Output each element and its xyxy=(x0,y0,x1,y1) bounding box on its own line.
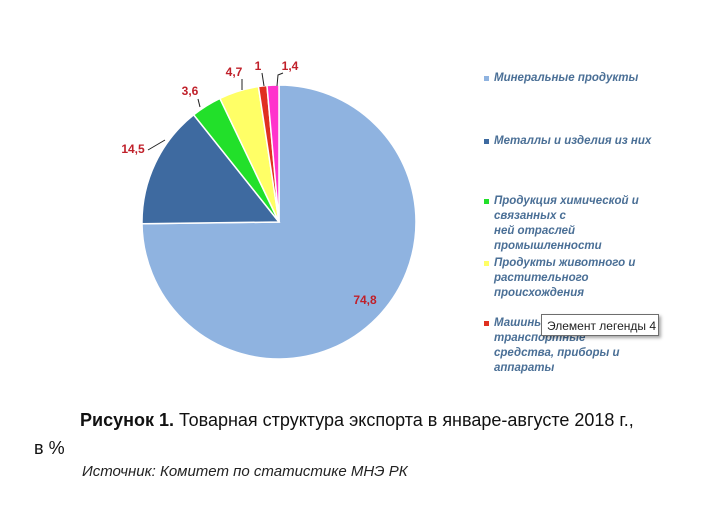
legend-tooltip: Элемент легенды 4 xyxy=(541,314,659,336)
pie-slice[interactable] xyxy=(141,113,281,225)
caption-unit: в % xyxy=(34,438,65,458)
legend-entry-text[interactable]: ней отраслей xyxy=(494,225,575,237)
legend-swatch xyxy=(484,199,489,204)
pie-slice[interactable] xyxy=(266,84,280,223)
slice-data-label: 1,4 xyxy=(282,59,299,73)
legend-swatch xyxy=(484,321,489,326)
label-leader-line xyxy=(197,98,201,108)
legend-entry-text[interactable]: Металлы и изделия из них xyxy=(494,135,652,147)
caption-text: Товарная структура экспорта в январе-авг… xyxy=(173,410,634,430)
label-leader-line xyxy=(276,72,284,87)
legend-swatch xyxy=(484,139,489,144)
figure-caption: Рисунок 1. Товарная структура экспорта в… xyxy=(80,410,634,431)
label-leader-line xyxy=(147,139,166,151)
legend-entry-text[interactable]: Минеральные продукты xyxy=(494,72,638,84)
slice-data-label: 4,7 xyxy=(226,65,243,79)
slice-data-label: 14,5 xyxy=(121,142,145,156)
legend-entry-text[interactable]: происхождения xyxy=(494,287,584,299)
legend-entry-text[interactable]: аппараты xyxy=(494,362,554,374)
slice-data-label: 1 xyxy=(255,59,262,73)
legend-entry-text[interactable]: растительного xyxy=(493,272,589,284)
slice-data-label: 74,8 xyxy=(353,293,377,307)
legend-entry-text[interactable]: Продукты животного и xyxy=(494,257,635,269)
label-leader-line xyxy=(261,72,265,87)
caption-figure-number: Рисунок 1. xyxy=(80,410,174,430)
legend-swatch xyxy=(484,76,489,81)
pie-slice[interactable] xyxy=(141,84,417,360)
legend-entry-text[interactable]: средства, приборы и xyxy=(494,347,620,359)
source-note: Источник: Комитет по статистике МНЭ РК xyxy=(82,463,408,480)
legend-entry-text[interactable]: Продукция химической и xyxy=(494,195,639,207)
legend-entry-text[interactable]: промышленности xyxy=(494,240,602,252)
legend-entry-text[interactable]: Машины, xyxy=(494,317,547,329)
legend-entry-text[interactable]: связанных с xyxy=(494,210,567,222)
slice-data-label: 3,6 xyxy=(182,84,199,98)
legend-swatch xyxy=(484,261,489,266)
